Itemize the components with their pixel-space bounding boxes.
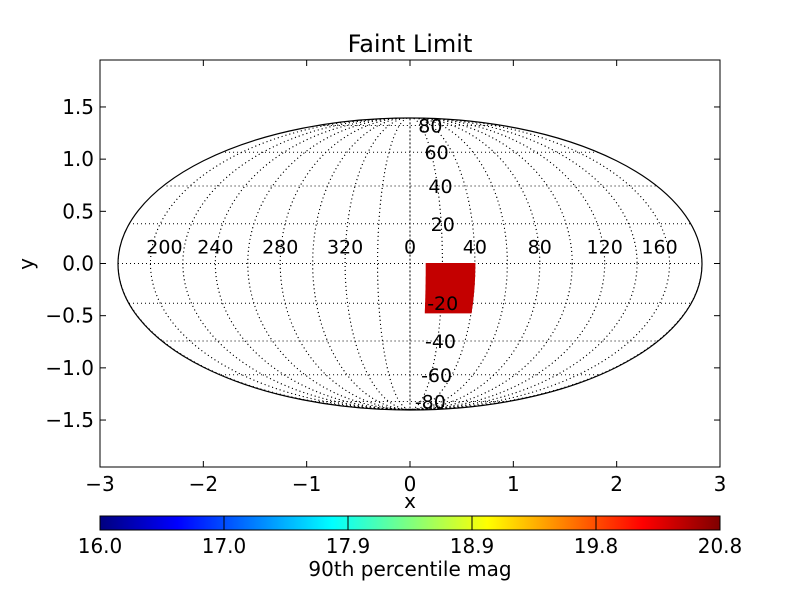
parallel-label: 40 bbox=[428, 176, 452, 198]
meridian-label: 120 bbox=[587, 237, 623, 259]
colorbar-tick-label: 18.9 bbox=[450, 534, 495, 558]
y-tick-label: −1.5 bbox=[45, 408, 94, 432]
meridian-label: 40 bbox=[463, 237, 487, 259]
y-tick-label: 1.0 bbox=[62, 147, 94, 171]
x-tick-label: 0 bbox=[404, 472, 417, 496]
meridian-line bbox=[247, 118, 573, 410]
parallel-label: 20 bbox=[431, 214, 455, 236]
colorbar-tick-label: 19.8 bbox=[574, 534, 619, 558]
parallel-label: 80 bbox=[418, 115, 442, 137]
colorbar-tick-label: 17.9 bbox=[326, 534, 371, 558]
graticule-labels: 200 240 280 320 0 40 80 120 160 80 60 40 20 -20 -40 -60… bbox=[146, 115, 677, 413]
parallel-label: 60 bbox=[425, 142, 449, 164]
parallel-label: -60 bbox=[421, 365, 452, 387]
parallel-label: -80 bbox=[415, 392, 446, 414]
chart-title: Faint Limit bbox=[348, 30, 473, 58]
meridian-label: 240 bbox=[197, 237, 233, 259]
parallel-label: -40 bbox=[425, 331, 456, 353]
x-tick-label: 3 bbox=[714, 472, 727, 496]
meridian-label: 160 bbox=[641, 237, 677, 259]
y-axis-label: y bbox=[14, 258, 38, 270]
x-axis-label: x bbox=[404, 489, 416, 513]
parallel-label: -20 bbox=[427, 293, 458, 315]
meridian-label: 80 bbox=[528, 237, 552, 259]
y-tick-label: 0.5 bbox=[62, 199, 94, 223]
colorbar-tick-label: 16.0 bbox=[78, 534, 123, 558]
y-tick-label: −0.5 bbox=[45, 304, 94, 328]
x-tick-label: 1 bbox=[507, 472, 520, 496]
x-tick-label: −3 bbox=[85, 472, 114, 496]
y-tick-label: 1.5 bbox=[62, 95, 94, 119]
x-tick-label: −2 bbox=[189, 472, 218, 496]
data-region bbox=[424, 263, 476, 314]
y-tick-label: −1.0 bbox=[45, 356, 94, 380]
x-tick-label: −1 bbox=[292, 472, 321, 496]
colorbar-tick-label: 17.0 bbox=[202, 534, 247, 558]
meridian-label: 0 bbox=[404, 237, 416, 259]
meridian-label: 320 bbox=[327, 237, 363, 259]
x-tick-label: 2 bbox=[610, 472, 623, 496]
colorbar: 16.0 17.0 17.9 18.9 19.8 20.8 90th percentile… bbox=[78, 515, 743, 581]
meridian-label: 280 bbox=[262, 237, 298, 259]
colorbar-ticks: 16.0 17.0 17.9 18.9 19.8 20.8 bbox=[78, 516, 743, 558]
y-axis: 1.5 1.0 0.5 0.0 −0.5 −1.0 −1.5 bbox=[45, 95, 720, 432]
data-region-layer bbox=[424, 263, 476, 314]
colorbar-label: 90th percentile mag bbox=[308, 557, 511, 581]
meridian-label: 200 bbox=[146, 237, 182, 259]
colorbar-gradient bbox=[99, 515, 721, 531]
sky-boundary bbox=[117, 117, 703, 411]
colorbar-tick-label: 20.8 bbox=[698, 534, 743, 558]
x-axis: −3 −2 −1 0 1 2 3 bbox=[85, 60, 726, 496]
y-tick-label: 0.0 bbox=[62, 252, 94, 276]
